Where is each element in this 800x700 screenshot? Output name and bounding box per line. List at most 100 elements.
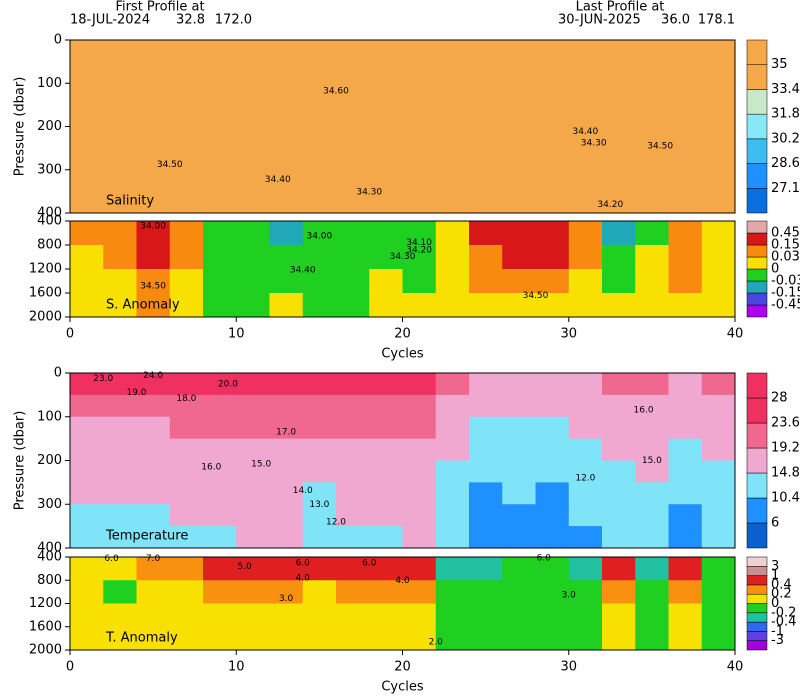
cell xyxy=(302,626,337,651)
cell xyxy=(568,126,603,149)
cell xyxy=(236,61,270,84)
cell xyxy=(103,580,137,604)
cell xyxy=(535,293,570,318)
cell xyxy=(535,526,570,549)
cell xyxy=(70,626,104,651)
cell xyxy=(435,221,470,246)
cell xyxy=(535,438,570,461)
cell xyxy=(169,245,204,270)
cell xyxy=(136,245,171,270)
cell xyxy=(568,482,603,505)
cell xyxy=(668,221,703,246)
colorbar-label: 23.6 xyxy=(771,416,800,431)
cell xyxy=(369,40,403,63)
cell xyxy=(269,104,304,127)
cell xyxy=(701,104,736,127)
y-axis-label: Pressure (dbar) xyxy=(13,77,28,177)
cell xyxy=(435,526,470,549)
cell xyxy=(435,104,470,127)
cell xyxy=(469,126,503,149)
colorbar-label: 3 xyxy=(771,559,779,574)
cell xyxy=(402,191,437,214)
cell xyxy=(502,460,536,483)
cell xyxy=(70,245,104,270)
cell xyxy=(269,603,304,628)
cell xyxy=(668,394,703,418)
cell xyxy=(136,557,171,581)
cell xyxy=(203,526,237,549)
cell xyxy=(70,482,104,505)
cell xyxy=(535,269,570,294)
cell xyxy=(70,169,104,192)
cell xyxy=(70,504,104,527)
cell xyxy=(103,61,137,84)
cell xyxy=(635,148,669,171)
colorbar-label: 0 xyxy=(771,262,779,277)
cell xyxy=(236,269,270,294)
y-tick-label: 1600 xyxy=(29,619,62,634)
cell xyxy=(336,603,370,628)
cell xyxy=(469,104,503,127)
cell xyxy=(568,245,603,270)
cell xyxy=(203,61,237,84)
cell xyxy=(435,126,470,149)
cell xyxy=(435,61,470,84)
cell xyxy=(302,438,337,461)
cell xyxy=(302,482,337,505)
cell xyxy=(602,245,636,270)
cell xyxy=(402,169,437,192)
y-tick-label: 2000 xyxy=(29,643,62,658)
contour-label: 15.0 xyxy=(642,456,662,466)
cell xyxy=(568,526,603,549)
cell xyxy=(602,603,636,628)
x-tick-label: 20 xyxy=(394,660,411,675)
cell xyxy=(302,40,337,63)
cell xyxy=(635,373,669,396)
cell xyxy=(103,126,137,149)
cell xyxy=(269,245,304,270)
colorbar-bin xyxy=(746,188,768,214)
cell xyxy=(668,504,703,527)
cell xyxy=(369,460,403,483)
cell xyxy=(336,293,370,318)
colorbar-bin xyxy=(746,138,768,164)
cell xyxy=(435,245,470,270)
cell xyxy=(136,394,171,418)
colorbar-bin xyxy=(746,113,768,140)
cell xyxy=(70,126,104,149)
cell xyxy=(602,394,636,418)
cell xyxy=(568,61,603,84)
contour-label: 4.0 xyxy=(296,573,311,583)
cell xyxy=(635,526,669,549)
cell xyxy=(668,460,703,483)
cell xyxy=(369,394,403,418)
cell xyxy=(402,626,437,651)
cell xyxy=(635,504,669,527)
cell xyxy=(668,603,703,628)
panel-label: Salinity xyxy=(106,194,154,209)
y-tick-label: 300 xyxy=(37,497,62,512)
contour-label: 3.0 xyxy=(562,590,577,600)
colorbar-label: 27.1 xyxy=(771,181,800,196)
colorbar-label: 19.2 xyxy=(771,441,800,456)
cell xyxy=(668,580,703,604)
colorbar-label: 0.15 xyxy=(771,238,800,253)
cell xyxy=(203,626,237,651)
cell xyxy=(169,626,204,651)
cell xyxy=(302,580,337,604)
cell xyxy=(402,61,437,84)
cell xyxy=(236,169,270,192)
cell xyxy=(635,40,669,63)
cell xyxy=(568,104,603,127)
cell xyxy=(203,460,237,483)
contour-label: 18.0 xyxy=(176,394,196,404)
cell xyxy=(136,191,171,214)
cell xyxy=(602,40,636,63)
colorbar-bin xyxy=(746,472,768,499)
cell xyxy=(269,416,304,440)
cell xyxy=(336,580,370,604)
cell xyxy=(535,104,570,127)
cell xyxy=(635,438,669,461)
cell xyxy=(402,526,437,549)
